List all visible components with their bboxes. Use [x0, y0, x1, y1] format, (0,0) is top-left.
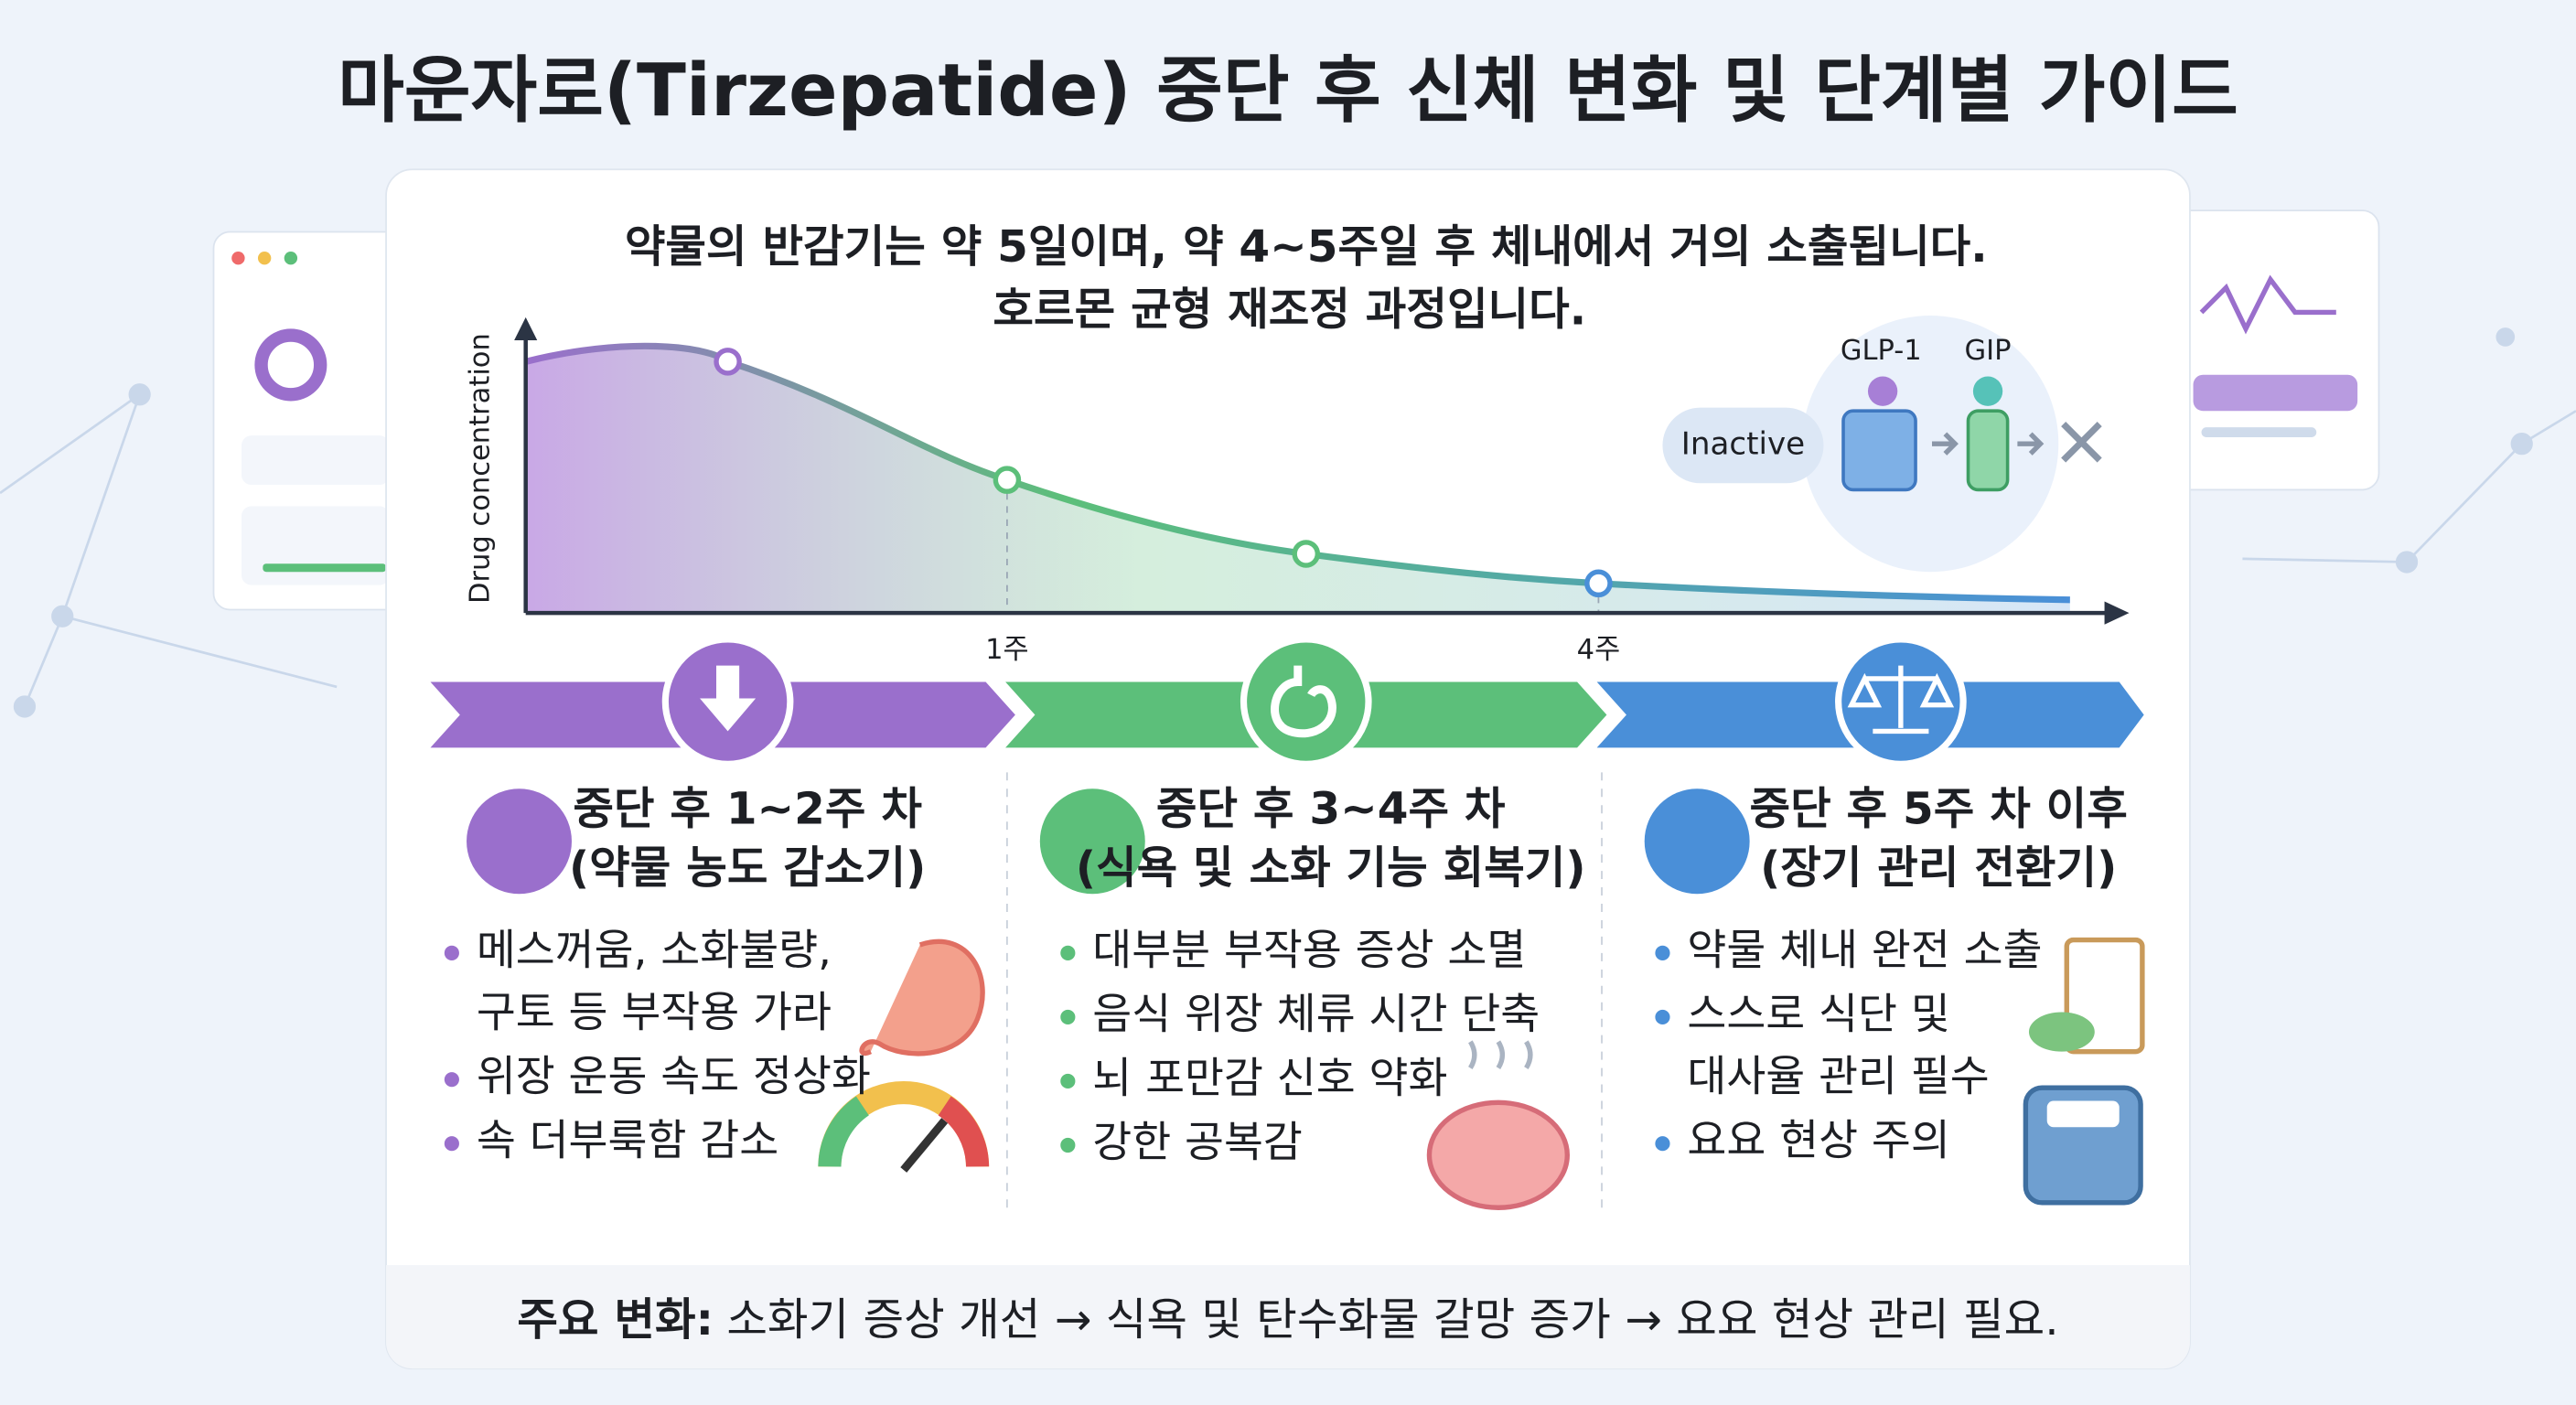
footer: 주요 변화: 소화기 증상 개선 → 식욕 및 탄수화물 갈망 증가 → 요요 현… — [517, 1294, 2058, 1346]
x-label: 4주 — [1577, 634, 1621, 666]
stage-title: 중단 후 5주 차 이후 — [1749, 783, 2127, 834]
bullet — [1060, 1073, 1076, 1089]
footer-label: 주요 변화: — [517, 1294, 714, 1346]
footer-text: 소화기 증상 개선 → 식욕 및 탄수화물 갈망 증가 → 요요 현상 관리 필… — [726, 1294, 2058, 1346]
bullet — [444, 945, 459, 960]
bullet — [444, 1072, 459, 1088]
receptor-label: GLP-1 — [1841, 335, 1922, 367]
receptor-label: GIP — [1965, 335, 2012, 367]
note-line: 호르몬 균형 재조정 과정입니다. — [993, 284, 1586, 335]
receptor-bubble — [1662, 316, 2102, 573]
y-axis-label: Drug concentration — [465, 333, 497, 604]
decor-icons — [818, 937, 2145, 1210]
side-window-left — [212, 231, 412, 611]
stage-subtitle: (약물 농도 감소기) — [569, 842, 926, 894]
title: 마운자로(Tirzepatide) 중단 후 신체 변화 및 단계별 가이드 — [338, 48, 2238, 133]
bullet — [1060, 945, 1076, 960]
stage-item: 속 더부룩함 감소 — [477, 1117, 778, 1166]
stage-item: 대부분 부작용 증상 소멸 — [1092, 926, 1526, 975]
stage-item: 음식 위장 체류 시간 단축 — [1092, 990, 1540, 1039]
stage-subtitle: (장기 관리 전환기) — [1760, 842, 2117, 894]
stage-item: 위장 운동 속도 정상화 — [477, 1053, 871, 1102]
bullet — [1060, 1009, 1076, 1024]
bullet — [1060, 1137, 1076, 1153]
stage-item: 요요 현상 주의 — [1687, 1117, 1949, 1166]
stage-subtitle: (식욕 및 소화 기능 회복기) — [1076, 842, 1586, 894]
phase-band — [430, 636, 2144, 767]
stage-icon — [1039, 788, 1145, 895]
concentration-graph — [514, 316, 2130, 625]
bullet — [1655, 945, 1670, 960]
bullet — [1655, 1136, 1670, 1152]
side-window-right — [2167, 209, 2380, 491]
stage-item: 약물 체내 완전 소출 — [1687, 926, 2042, 975]
state-label: Inactive — [1681, 425, 1805, 462]
stage-item: 대사율 관리 필수 — [1687, 1053, 1989, 1102]
x-label: 1주 — [985, 634, 1029, 666]
stage-title: 중단 후 1~2주 차 — [573, 783, 922, 834]
stage-item: 강한 공복감 — [1092, 1119, 1303, 1168]
network-decor — [0, 327, 2576, 718]
stage-item: 뇌 포만감 신호 약화 — [1092, 1054, 1447, 1103]
footer-band — [386, 1265, 2190, 1369]
stage-icon — [1644, 788, 1750, 895]
stage-item: 스스로 식단 및 — [1687, 990, 1949, 1039]
bullet — [444, 1136, 459, 1152]
bullet — [1655, 1009, 1670, 1024]
stage-title: 중단 후 3~4주 차 — [1156, 783, 1506, 834]
note-line: 약물의 반감기는 약 5일이며, 약 4~5주일 후 체내에서 거의 소출됩니다… — [625, 221, 1988, 273]
stage-icon — [467, 788, 572, 895]
stage-item: 메스꺼움, 소화불량, — [477, 926, 832, 975]
stage-item: 구토 등 부작용 가라 — [477, 989, 832, 1038]
